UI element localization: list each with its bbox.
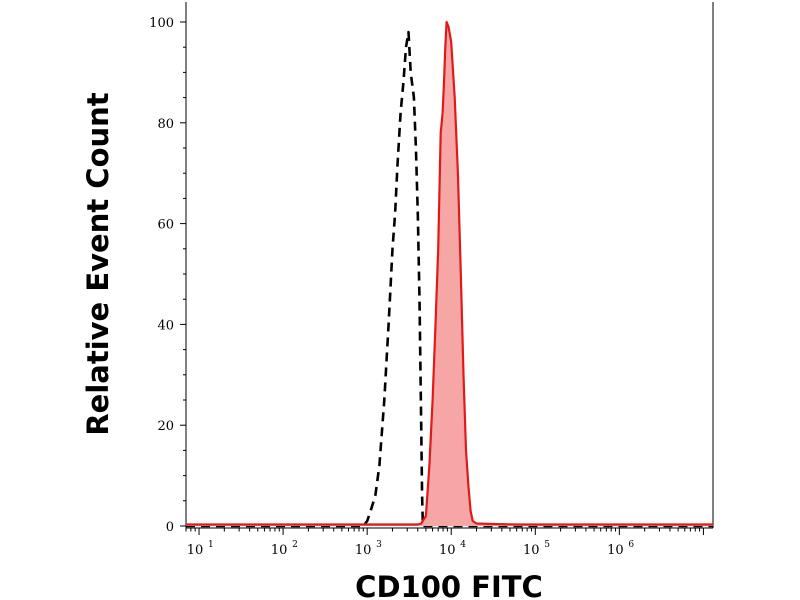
y-axis: 0 20 40 60 80 100 xyxy=(149,16,186,535)
y-axis-title: Relative Event Count xyxy=(81,92,115,435)
y-tick-label: 80 xyxy=(157,117,174,132)
x-axis: 10 1 10 2 10 3 10 4 10 5 10 6 xyxy=(185,528,704,558)
x-tick-exponent: 2 xyxy=(292,540,298,550)
x-tick-label: 10 xyxy=(523,543,540,558)
x-tick-label: 10 xyxy=(271,543,288,558)
y-tick-label: 60 xyxy=(157,218,174,233)
x-axis-title: CD100 FITC xyxy=(355,570,543,600)
y-tick-label: 0 xyxy=(166,520,174,535)
x-tick-label: 10 xyxy=(355,543,372,558)
x-tick-exponent: 6 xyxy=(628,540,634,550)
x-tick-label: 10 xyxy=(439,543,456,558)
y-tick-label: 100 xyxy=(149,16,174,31)
x-tick-exponent: 4 xyxy=(460,540,466,550)
series-layer xyxy=(186,20,713,528)
y-tick-label: 40 xyxy=(157,318,174,333)
series-stained-fill xyxy=(186,22,713,526)
x-tick-exponent: 5 xyxy=(544,540,550,550)
x-tick-label: 10 xyxy=(187,543,204,558)
x-tick-exponent: 1 xyxy=(208,540,214,550)
x-tick-label: 10 xyxy=(607,543,624,558)
y-tick-label: 20 xyxy=(157,419,174,434)
plot-frame xyxy=(185,2,714,529)
series-stained-line xyxy=(186,20,713,526)
x-tick-exponent: 3 xyxy=(376,540,382,550)
